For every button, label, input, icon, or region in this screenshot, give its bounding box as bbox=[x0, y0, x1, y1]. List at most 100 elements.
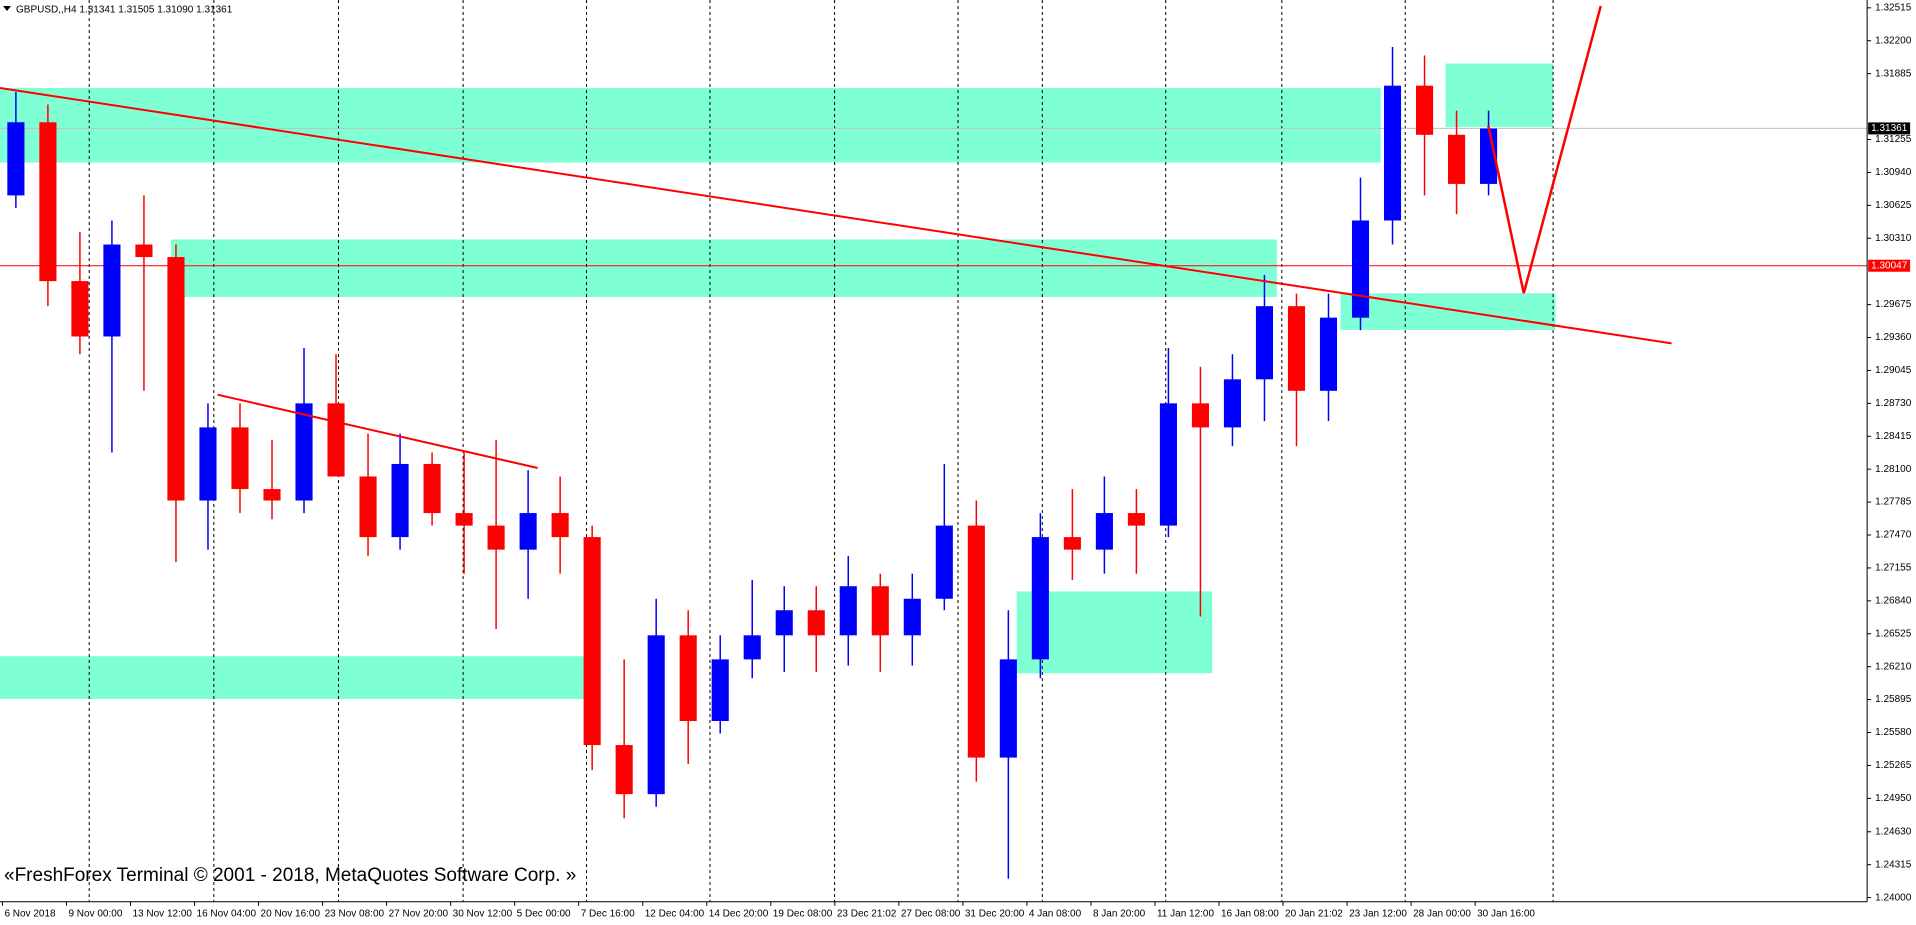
candle-body bbox=[391, 463, 409, 538]
y-tick-label: 1.25580 bbox=[1875, 727, 1912, 738]
x-tick-label: 16 Jan 08:00 bbox=[1221, 908, 1279, 919]
x-tick-label: 9 Nov 00:00 bbox=[68, 908, 122, 919]
candle-body bbox=[839, 586, 857, 636]
candle-body bbox=[1191, 403, 1209, 428]
x-tick-label: 11 Jan 12:00 bbox=[1157, 908, 1215, 919]
candle-body bbox=[519, 513, 537, 550]
candle-body bbox=[7, 122, 25, 196]
candle-body bbox=[647, 635, 665, 795]
candle-body bbox=[999, 659, 1017, 758]
candle-body bbox=[1319, 317, 1338, 391]
y-tick-label: 1.24315 bbox=[1875, 859, 1912, 870]
candle-body bbox=[327, 403, 345, 477]
x-tick-label: 30 Nov 12:00 bbox=[453, 908, 513, 919]
candle-body bbox=[231, 427, 249, 490]
y-tick-label: 1.28730 bbox=[1875, 398, 1912, 409]
candle-body bbox=[71, 281, 89, 337]
x-tick-label: 20 Nov 16:00 bbox=[261, 908, 321, 919]
y-tick-label: 1.27155 bbox=[1875, 563, 1912, 574]
candle-body bbox=[583, 537, 601, 746]
y-tick-label: 1.27470 bbox=[1875, 530, 1912, 541]
zone bbox=[1445, 63, 1554, 128]
candle-body bbox=[167, 257, 185, 501]
candle-body bbox=[1031, 537, 1049, 660]
x-tick-label: 20 Jan 21:02 bbox=[1285, 908, 1343, 919]
zone bbox=[1016, 591, 1213, 674]
candle-body bbox=[135, 244, 153, 258]
y-tick-label: 1.32200 bbox=[1875, 35, 1912, 46]
y-tick-label: 1.30625 bbox=[1875, 200, 1912, 211]
x-tick-label: 23 Dec 21:02 bbox=[837, 908, 897, 919]
candle-body bbox=[871, 586, 889, 636]
menu-arrow bbox=[3, 6, 11, 11]
candle-body bbox=[967, 525, 985, 758]
trend-line bbox=[217, 393, 538, 469]
x-tick-label: 23 Nov 08:00 bbox=[325, 908, 385, 919]
trend-line bbox=[1487, 125, 1525, 294]
candle-body bbox=[1223, 379, 1242, 428]
y-tick-label: 1.29360 bbox=[1875, 332, 1912, 343]
y-tick-label: 1.26210 bbox=[1875, 661, 1912, 672]
candle-body bbox=[1383, 85, 1402, 221]
candle-body bbox=[263, 489, 281, 501]
x-tick-label: 5 Dec 00:00 bbox=[517, 908, 571, 919]
x-tick-label: 23 Jan 12:00 bbox=[1349, 908, 1407, 919]
candle-body bbox=[807, 610, 825, 636]
y-tick-label: 1.25265 bbox=[1875, 760, 1912, 771]
candle-body bbox=[199, 427, 217, 501]
candle-body bbox=[1415, 85, 1434, 135]
y-tick-label: 1.24950 bbox=[1875, 793, 1912, 804]
candle-body bbox=[1095, 513, 1113, 550]
x-tick-label: 12 Dec 04:00 bbox=[645, 908, 705, 919]
candle-body bbox=[679, 635, 697, 722]
y-tick-label: 1.30940 bbox=[1875, 167, 1912, 178]
y-tick-label: 1.25895 bbox=[1875, 694, 1912, 705]
candle-body bbox=[615, 745, 633, 795]
y-tick-label: 1.26525 bbox=[1875, 628, 1912, 639]
candle-body bbox=[1287, 306, 1306, 391]
candle-body bbox=[359, 476, 377, 538]
candle-body bbox=[1159, 403, 1177, 526]
trend-line bbox=[0, 86, 1672, 345]
chart-title: GBPUSD,,H4 1.31341 1.31505 1.31090 1.313… bbox=[16, 5, 233, 16]
y-tick-label: 1.24000 bbox=[1875, 892, 1912, 903]
candle-body bbox=[423, 463, 441, 514]
x-tick-label: 8 Jan 20:00 bbox=[1093, 908, 1146, 919]
level-label: 1.30047 bbox=[1871, 260, 1908, 271]
x-tick-label: 19 Dec 08:00 bbox=[773, 908, 833, 919]
zone bbox=[0, 87, 1381, 163]
candle-body bbox=[295, 403, 313, 501]
zone bbox=[171, 239, 1277, 297]
candle-body bbox=[1063, 537, 1081, 550]
candle-body bbox=[487, 525, 505, 550]
candle-body bbox=[1127, 513, 1145, 526]
x-tick-label: 27 Nov 20:00 bbox=[389, 908, 449, 919]
x-tick-label: 13 Nov 12:00 bbox=[133, 908, 193, 919]
y-tick-label: 1.31255 bbox=[1875, 134, 1912, 145]
level-label: 1.31361 bbox=[1871, 123, 1908, 134]
candle-body bbox=[935, 525, 953, 599]
y-tick-label: 1.31885 bbox=[1875, 68, 1912, 79]
candle-body bbox=[775, 610, 793, 636]
candle-body bbox=[1447, 134, 1466, 184]
x-tick-label: 16 Nov 04:00 bbox=[197, 908, 257, 919]
level-label-box bbox=[1868, 122, 1911, 135]
zone bbox=[1340, 293, 1556, 330]
x-tick-label: 28 Jan 00:00 bbox=[1413, 908, 1471, 919]
level-label-box bbox=[1868, 259, 1911, 272]
y-tick-label: 1.26840 bbox=[1875, 595, 1912, 606]
x-tick-label: 7 Dec 16:00 bbox=[581, 908, 635, 919]
y-tick-label: 1.29045 bbox=[1875, 365, 1912, 376]
y-tick-label: 1.30310 bbox=[1875, 233, 1912, 244]
x-tick-label: 30 Jan 16:00 bbox=[1477, 908, 1535, 919]
x-tick-label: 27 Dec 08:00 bbox=[901, 908, 961, 919]
candle-body bbox=[903, 598, 921, 636]
trend-line bbox=[1522, 5, 1602, 294]
candle-body bbox=[103, 244, 121, 337]
x-tick-label: 6 Nov 2018 bbox=[4, 908, 56, 919]
y-tick-label: 1.27785 bbox=[1875, 497, 1912, 508]
candle-body bbox=[39, 122, 57, 282]
x-tick-label: 31 Dec 20:00 bbox=[965, 908, 1025, 919]
candle-body bbox=[455, 513, 473, 526]
